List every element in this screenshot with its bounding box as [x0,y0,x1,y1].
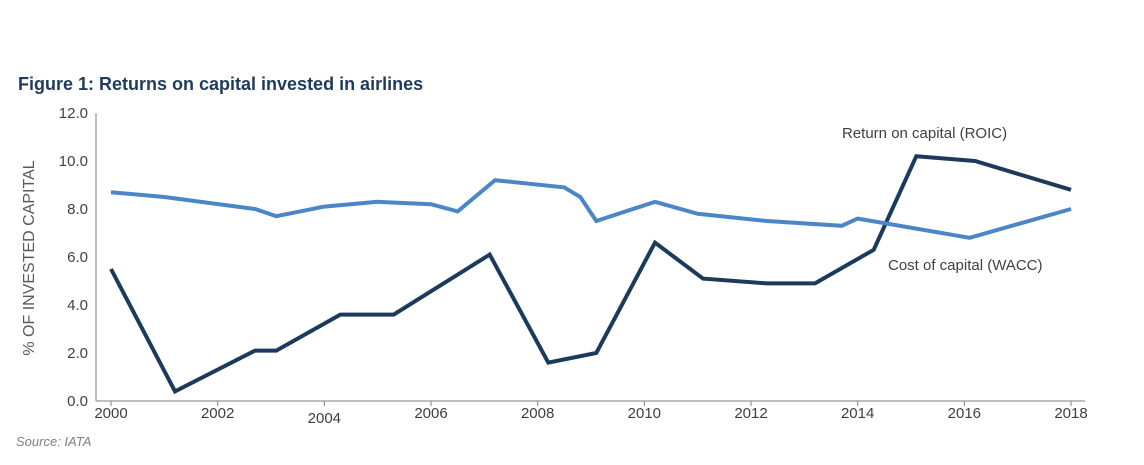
y-tick-label: 10.0 [59,153,88,170]
y-tick-label: 4.0 [67,297,88,314]
axes [95,113,1085,402]
y-tick-label: 6.0 [67,249,88,266]
chart-title: Figure 1: Returns on capital invested in… [18,74,424,94]
x-tick-labels: 2000 2002 2004 2006 2008 2010 2012 2014 2016 2018 [94,401,1088,427]
y-tick-labels: 0.0 2.0 4.0 6.0 8.0 10.0 12.0 [59,105,88,410]
x-tick-label: 2004 [308,410,341,427]
wacc-line [110,178,1072,240]
x-tick-label: 2000 [94,405,127,422]
wacc-annotation: Cost of capital (WACC) [888,257,1042,274]
roic-annotation: Return on capital (ROIC) [842,125,1007,142]
y-axis-label: % OF INVESTED CAPITAL [21,160,38,355]
x-tick-label: 2012 [734,405,767,422]
x-tick-label: 2008 [521,405,554,422]
y-tick-label: 2.0 [67,345,88,362]
y-tick-label: 0.0 [67,393,88,410]
source-note: Source: IATA [16,434,92,449]
y-tick-label: 8.0 [67,201,88,218]
x-tick-label: 2018 [1054,405,1087,422]
x-tick-label: 2002 [201,405,234,422]
x-tick-label: 2010 [628,405,661,422]
y-tick-label: 12.0 [59,105,88,122]
x-tick-label: 2006 [414,405,447,422]
x-tick-label: 2016 [948,405,981,422]
roic-line [109,154,1072,395]
x-tick-label: 2014 [841,405,874,422]
series-lines [109,154,1072,395]
